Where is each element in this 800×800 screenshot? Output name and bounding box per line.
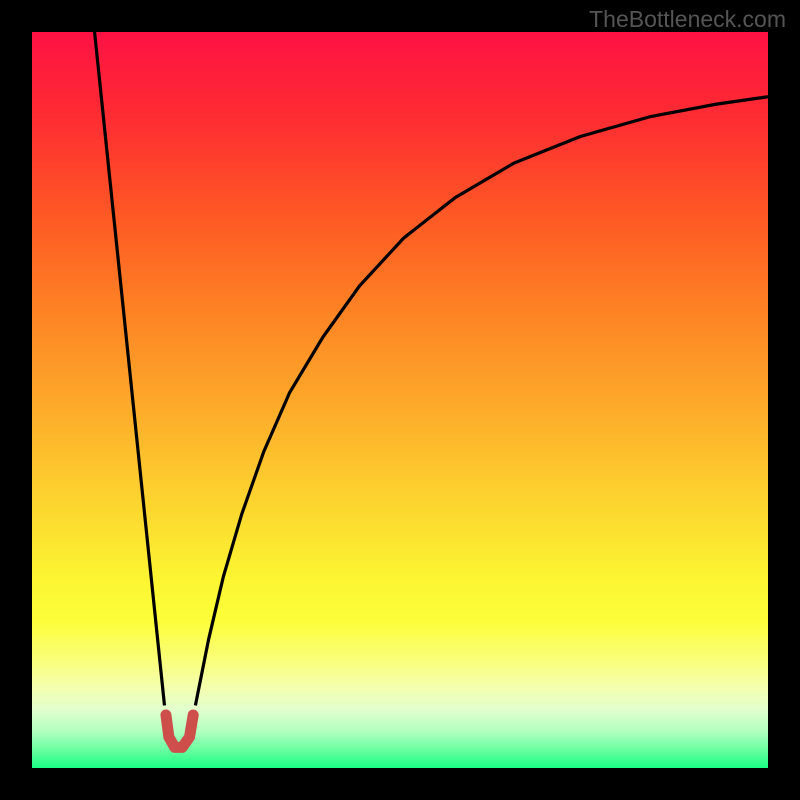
curve-left (95, 32, 165, 705)
curve-overlay (32, 32, 768, 768)
bottleneck-marker (166, 715, 193, 747)
watermark-text: TheBottleneck.com (589, 6, 786, 33)
curve-right (195, 97, 768, 706)
plot-area (32, 32, 768, 768)
chart-container: TheBottleneck.com (0, 0, 800, 800)
